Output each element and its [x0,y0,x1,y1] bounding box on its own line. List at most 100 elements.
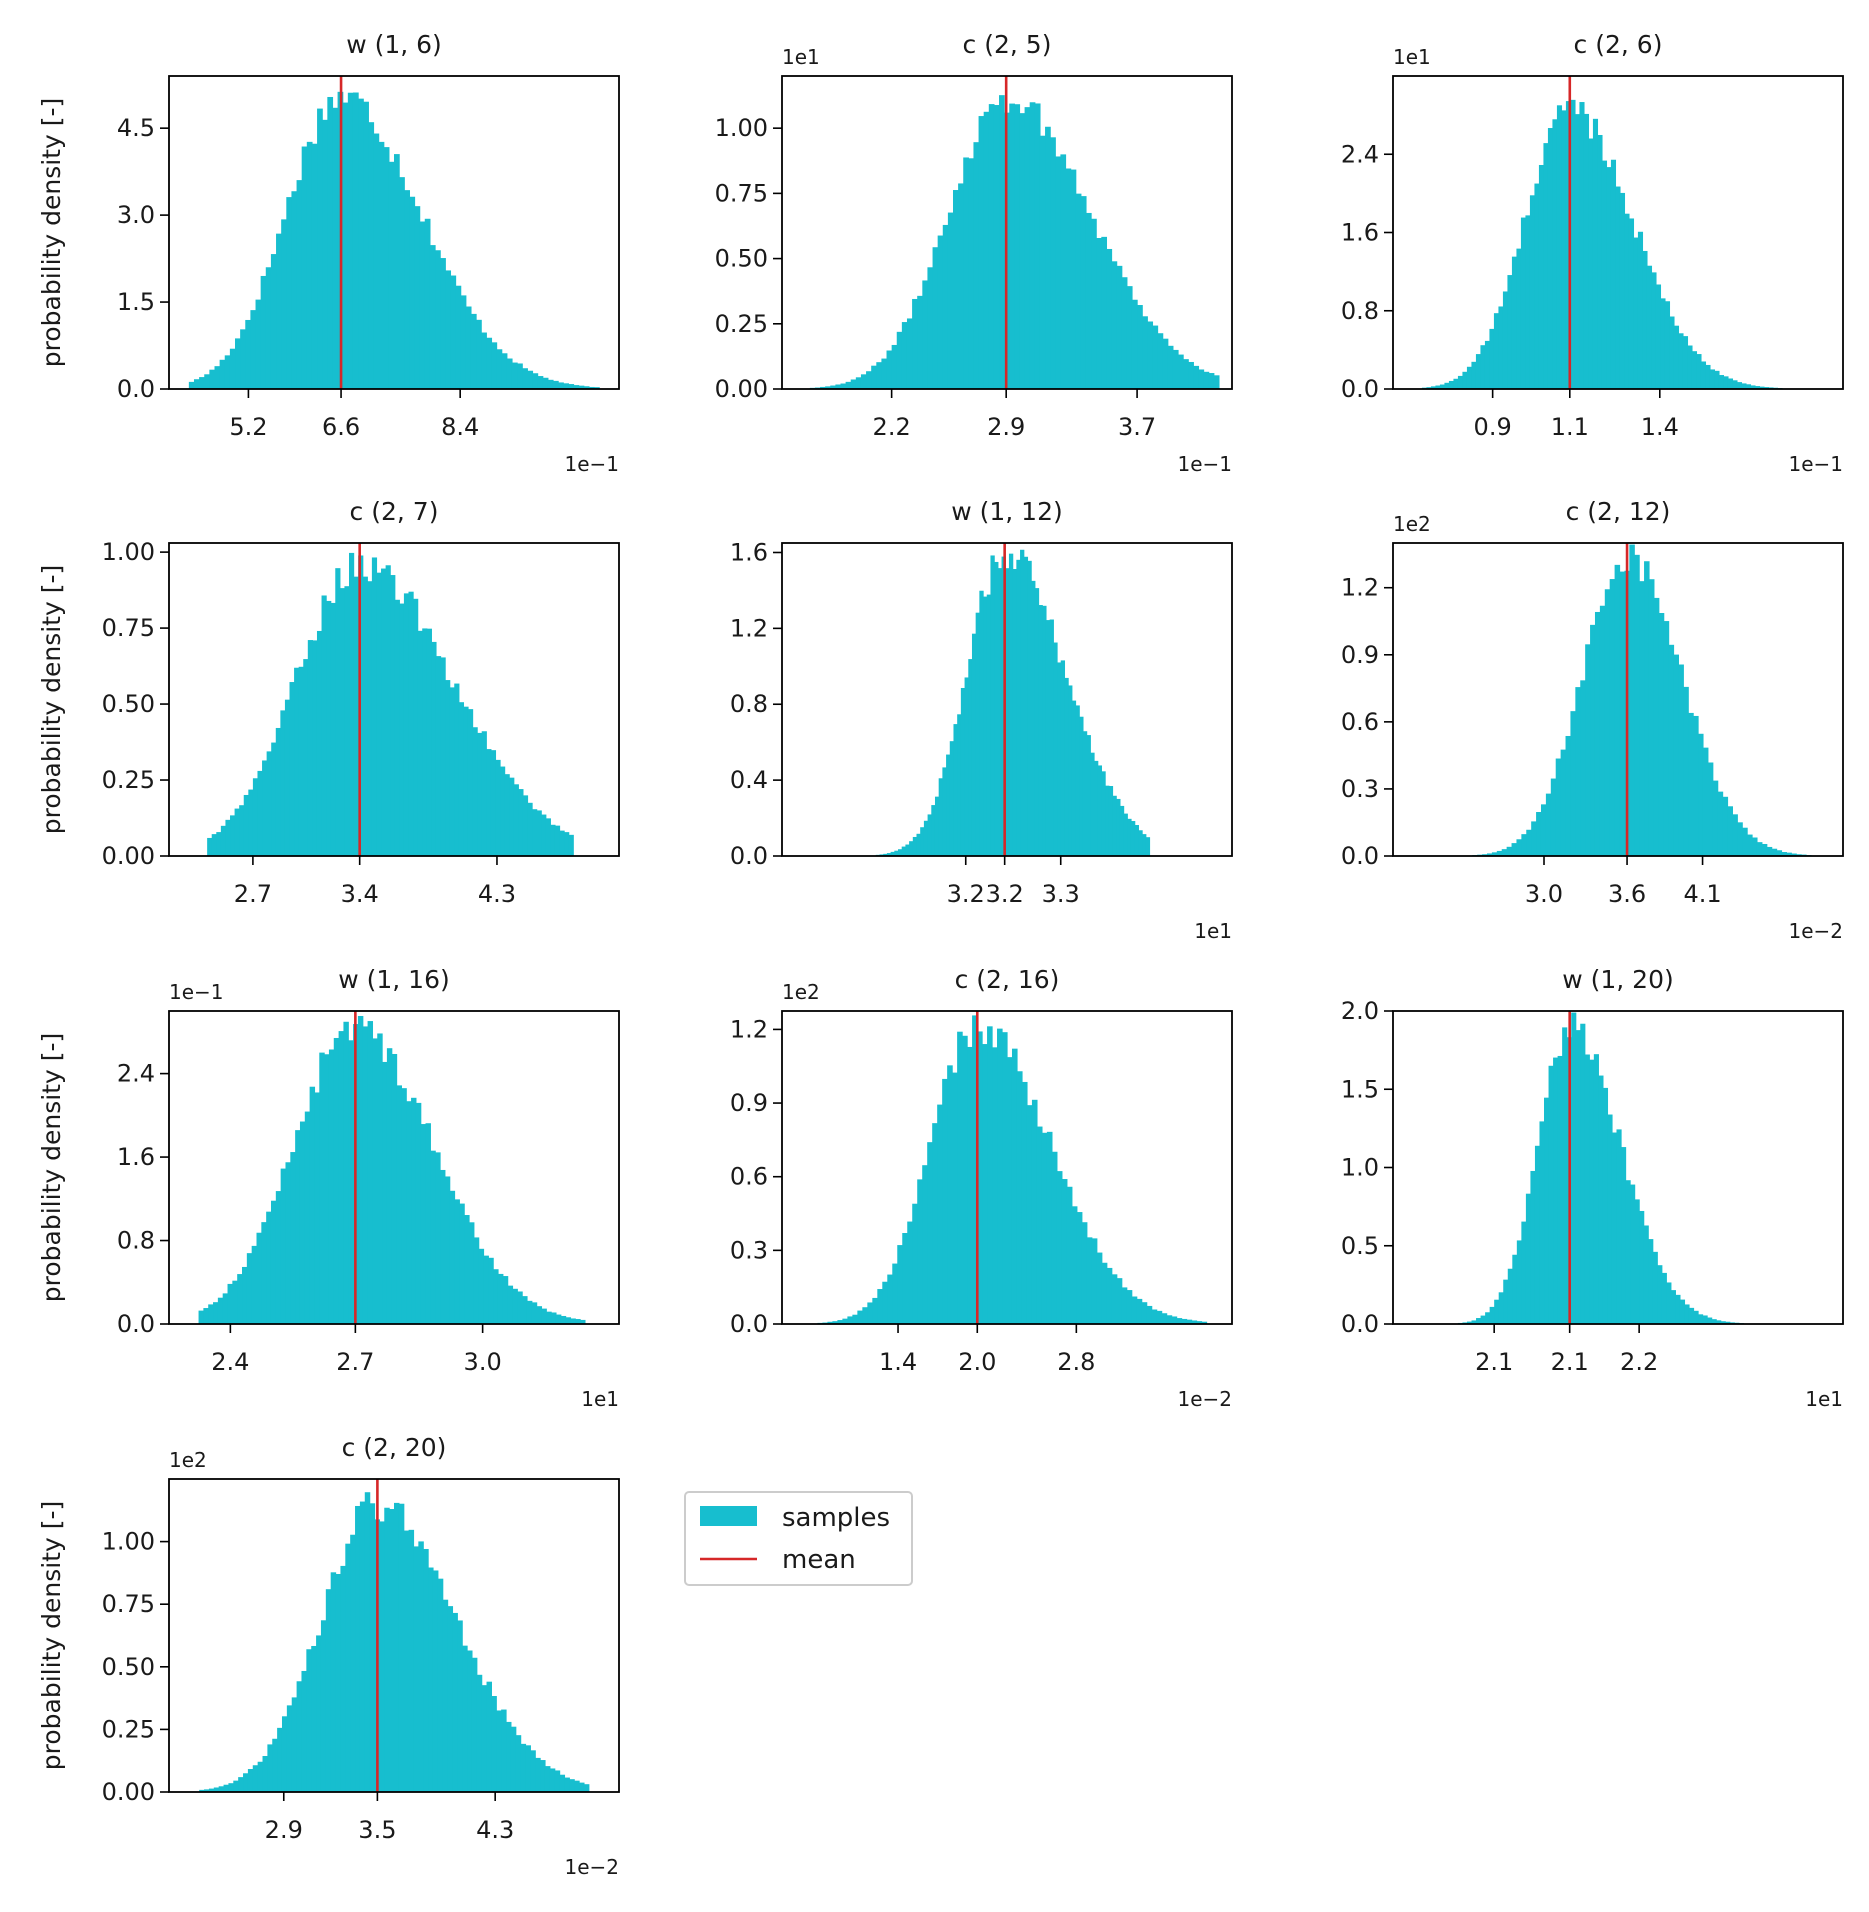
histogram-bar [886,350,893,389]
histogram-bar [1529,195,1536,389]
histogram-bar [1606,167,1612,389]
y-tick-label: 0.0 [730,842,768,870]
histogram-bar [1507,275,1513,389]
histogram-bar [342,102,349,389]
histogram-bar [257,770,263,856]
histogram-bar [1525,215,1531,389]
x-axis-offset-label: 1e−1 [564,452,619,476]
histogram-bar [230,815,236,856]
histogram-bar [963,157,969,389]
histogram-bar [1555,758,1562,856]
histogram-bar [452,1612,458,1792]
histogram-bar [426,628,432,856]
histogram-bar [1131,299,1138,389]
histogram-bar [522,1296,528,1324]
histogram-bar [949,741,955,856]
histogram-bar [363,101,369,390]
histogram-bar [890,851,895,856]
x-tick-label: 3.2 [947,880,985,908]
histogram-bar [1670,1290,1676,1324]
histogram-bar [1188,361,1194,389]
histogram-bar [1552,119,1558,389]
histogram-bar [388,161,395,389]
histogram-bar [476,1674,483,1792]
axes-frame [781,542,1233,857]
histogram-bar [1142,834,1147,856]
histogram-bar [1637,231,1644,389]
histogram-bar [394,1502,400,1792]
histogram-bar [435,250,441,389]
histogram-bar [1741,383,1747,389]
y-tick-label: 1.5 [1341,1075,1379,1103]
histogram-bar [208,1304,214,1324]
histogram-bar [295,1130,301,1324]
histogram-bar [957,1031,963,1324]
histogram-bar [957,714,962,856]
histogram-bar [401,1088,407,1324]
histogram-bar [1717,791,1724,856]
y-axis-label: probability density [-] [37,98,66,367]
histogram-bar [477,732,483,856]
histogram-bar [1565,735,1572,856]
y-tick-label: 0.3 [730,1236,768,1264]
histogram-bar [1119,805,1125,856]
histogram-bar [1019,113,1026,389]
histogram-bar [216,832,222,856]
histogram-bar [1121,1287,1128,1324]
histogram-bar [511,362,518,389]
histogram-bar [1108,786,1114,856]
histogram-bar [1520,217,1527,389]
histogram-bar [455,285,462,389]
histogram-bar [1082,731,1088,856]
histogram-bar [1091,218,1097,389]
histogram-panel: w (1, 20) 2.1 2.1 2.2 0.0 0.5 1.0 1.5 2.0 1e1 [1341,965,1844,1411]
histogram-bar [435,1152,441,1324]
histogram-bar [588,386,595,389]
histogram-bar [1763,387,1770,389]
histogram-bar [1101,771,1106,856]
histogram-bar [330,1572,337,1792]
histogram-bar [320,1620,327,1792]
histogram-bar [404,190,410,389]
y-tick-label: 1.6 [1341,219,1379,247]
histogram-bar [1494,1299,1500,1324]
histogram-bar [564,1777,570,1792]
histogram-bar [1560,749,1567,856]
histogram-bar [1648,579,1655,856]
y-tick-label: 1.6 [117,1143,155,1171]
histogram-bar [857,1310,863,1324]
histogram-bar [1485,1312,1491,1324]
histogram-bar [362,576,368,856]
y-tick-label: 0.0 [730,1310,768,1338]
histogram-bar [1094,760,1099,856]
histogram-bar [1061,1179,1068,1324]
histogram-bar [1593,1054,1599,1324]
histogram-bar [554,825,561,856]
histogram-bar [1023,556,1029,856]
histogram-bar [1012,569,1017,856]
y-tick-label: 2.4 [1341,140,1379,168]
histogram-bar [923,820,929,856]
histogram-bar [339,588,346,856]
histogram-bar [1053,642,1058,856]
histogram-bar [1525,1193,1532,1324]
histogram-bar [937,1104,943,1324]
y-tick-label: 0.8 [730,690,768,718]
histogram-bar [286,1705,293,1792]
histogram-bar [1489,1306,1495,1324]
histogram-bar [1005,568,1010,856]
histogram-bar [535,1757,541,1792]
histogram-bar [478,1248,485,1324]
histogram-bar [267,1744,273,1792]
histogram-bar [912,1203,918,1324]
y-tick-label: 1.6 [730,538,768,566]
y-axis-offset-label: 1e1 [1393,45,1431,69]
x-tick-label: 3.7 [1118,413,1156,441]
x-tick-label: 6.6 [322,413,360,441]
histogram-bar [203,1308,209,1324]
histogram-bar [1709,369,1716,389]
histogram-bar [1634,554,1640,856]
histogram-bar [1663,621,1670,856]
histogram-bar [1208,373,1215,389]
histogram-bar [1679,1299,1686,1324]
